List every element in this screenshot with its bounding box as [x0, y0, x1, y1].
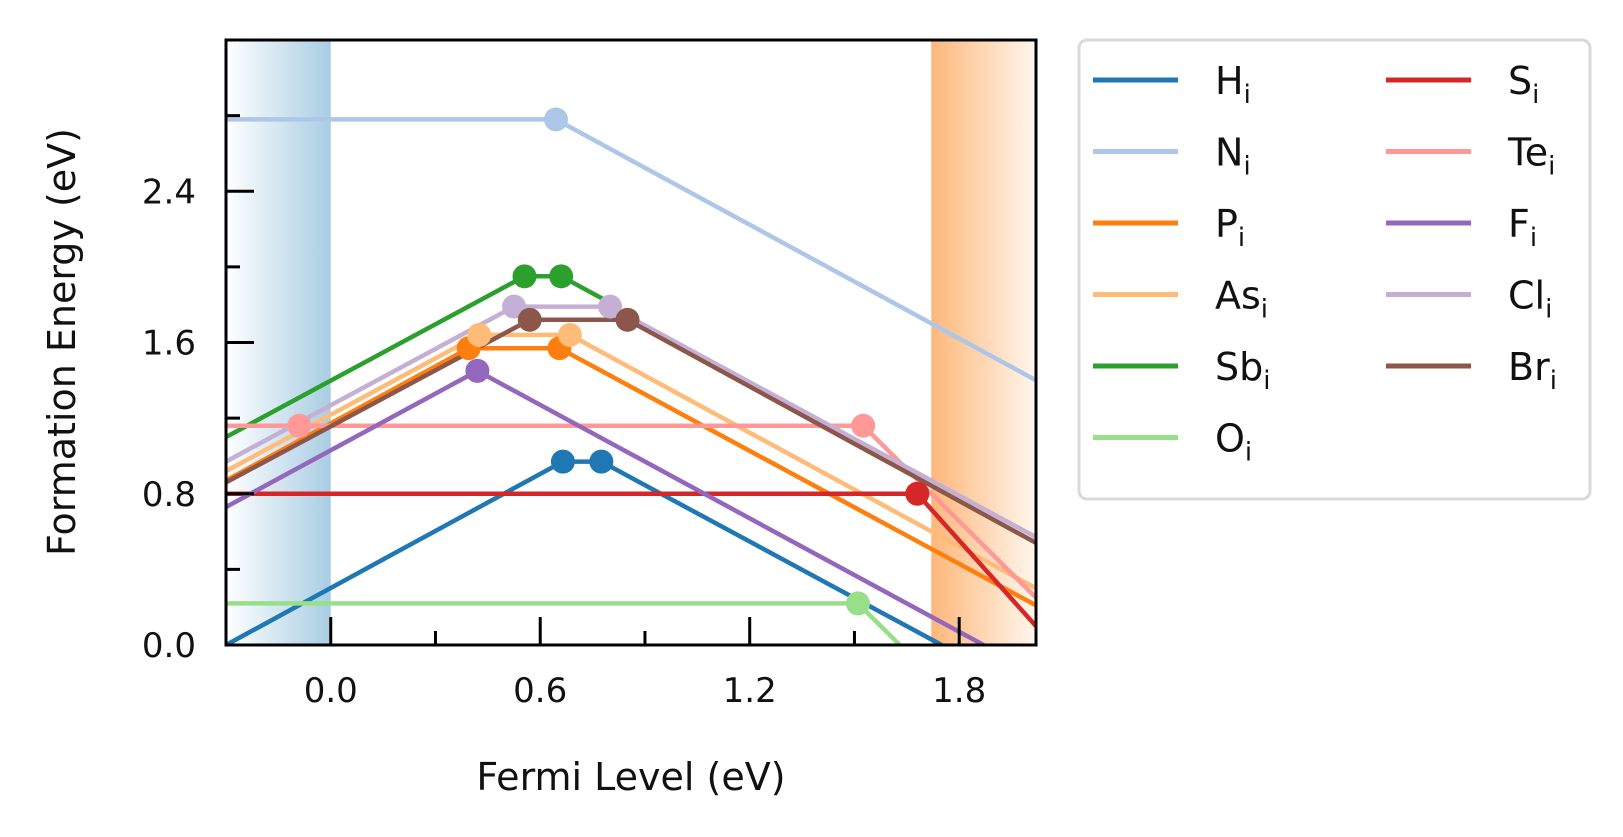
defect-series-lines — [226, 117, 1036, 645]
marker-o-1 — [845, 591, 870, 616]
x-tick-label: 0.0 — [304, 671, 358, 711]
marker-br-1 — [517, 307, 542, 332]
series-line-te — [226, 423, 1036, 600]
series-line-br — [226, 317, 1036, 545]
y-axis-ticks: 0.0 0.8 1.6 2.4 — [142, 38, 254, 666]
plot-frame — [224, 38, 1038, 647]
series-line-cl — [226, 304, 1036, 540]
legend-item-br: Bri — [1386, 345, 1557, 396]
y-tick-label: 0.0 — [142, 626, 196, 666]
series-line-p — [226, 345, 1036, 608]
legend-label: Ni — [1215, 131, 1251, 182]
marker-as-1 — [467, 322, 492, 347]
x-axis-ticks: 0.0 0.6 1.2 1.8 — [224, 617, 986, 711]
y-tick-label: 1.6 — [142, 324, 196, 364]
marker-f-1 — [465, 358, 490, 383]
marker-n-1 — [543, 107, 568, 132]
transition-level-markers — [287, 107, 930, 616]
legend-item-o: Oi — [1093, 417, 1252, 468]
x-tick-label: 0.6 — [513, 671, 567, 711]
conduction-band-region — [931, 40, 1036, 645]
marker-cl-2 — [598, 294, 623, 319]
marker-te-1 — [287, 413, 312, 438]
legend-label: Asi — [1215, 274, 1268, 325]
marker-cl-1 — [502, 294, 527, 319]
marker-sb-1 — [512, 264, 537, 289]
marker-te-2 — [851, 413, 876, 438]
series-line-as — [226, 332, 1036, 591]
series-line-n — [226, 117, 1036, 383]
legend-item-as: Asi — [1093, 274, 1268, 325]
marker-s-1 — [905, 481, 930, 506]
legend-label: Hi — [1215, 59, 1251, 110]
legend-label: Sbi — [1215, 345, 1270, 396]
marker-h-1 — [550, 449, 575, 474]
series-line-h — [226, 459, 943, 645]
series-line-sb — [226, 274, 612, 439]
marker-as-2 — [557, 322, 582, 347]
legend-label: Tei — [1507, 131, 1555, 182]
legend-item-sb: Sbi — [1093, 345, 1270, 396]
y-axis-title: Formation Energy (eV) — [40, 128, 84, 556]
marker-br-2 — [615, 307, 640, 332]
legend-item-h: Hi — [1093, 59, 1251, 110]
marker-sb-2 — [549, 264, 574, 289]
legend-label: Cli — [1508, 274, 1552, 325]
legend-label: Oi — [1215, 417, 1252, 468]
band-edge-shading — [226, 40, 1036, 645]
y-tick-label: 0.8 — [142, 475, 196, 515]
x-tick-label: 1.2 — [723, 671, 777, 711]
legend-item-n: Ni — [1093, 131, 1251, 182]
legend-item-cl: Cli — [1386, 274, 1552, 325]
legend-box — [1077, 38, 1592, 501]
marker-h-2 — [589, 449, 614, 474]
x-tick-label: 1.8 — [932, 671, 986, 711]
y-tick-label: 2.4 — [142, 172, 196, 212]
x-axis-title: Fermi Level (eV) — [476, 755, 785, 799]
legend-label: Bri — [1508, 345, 1557, 396]
legend-item-te: Tei — [1386, 131, 1555, 182]
